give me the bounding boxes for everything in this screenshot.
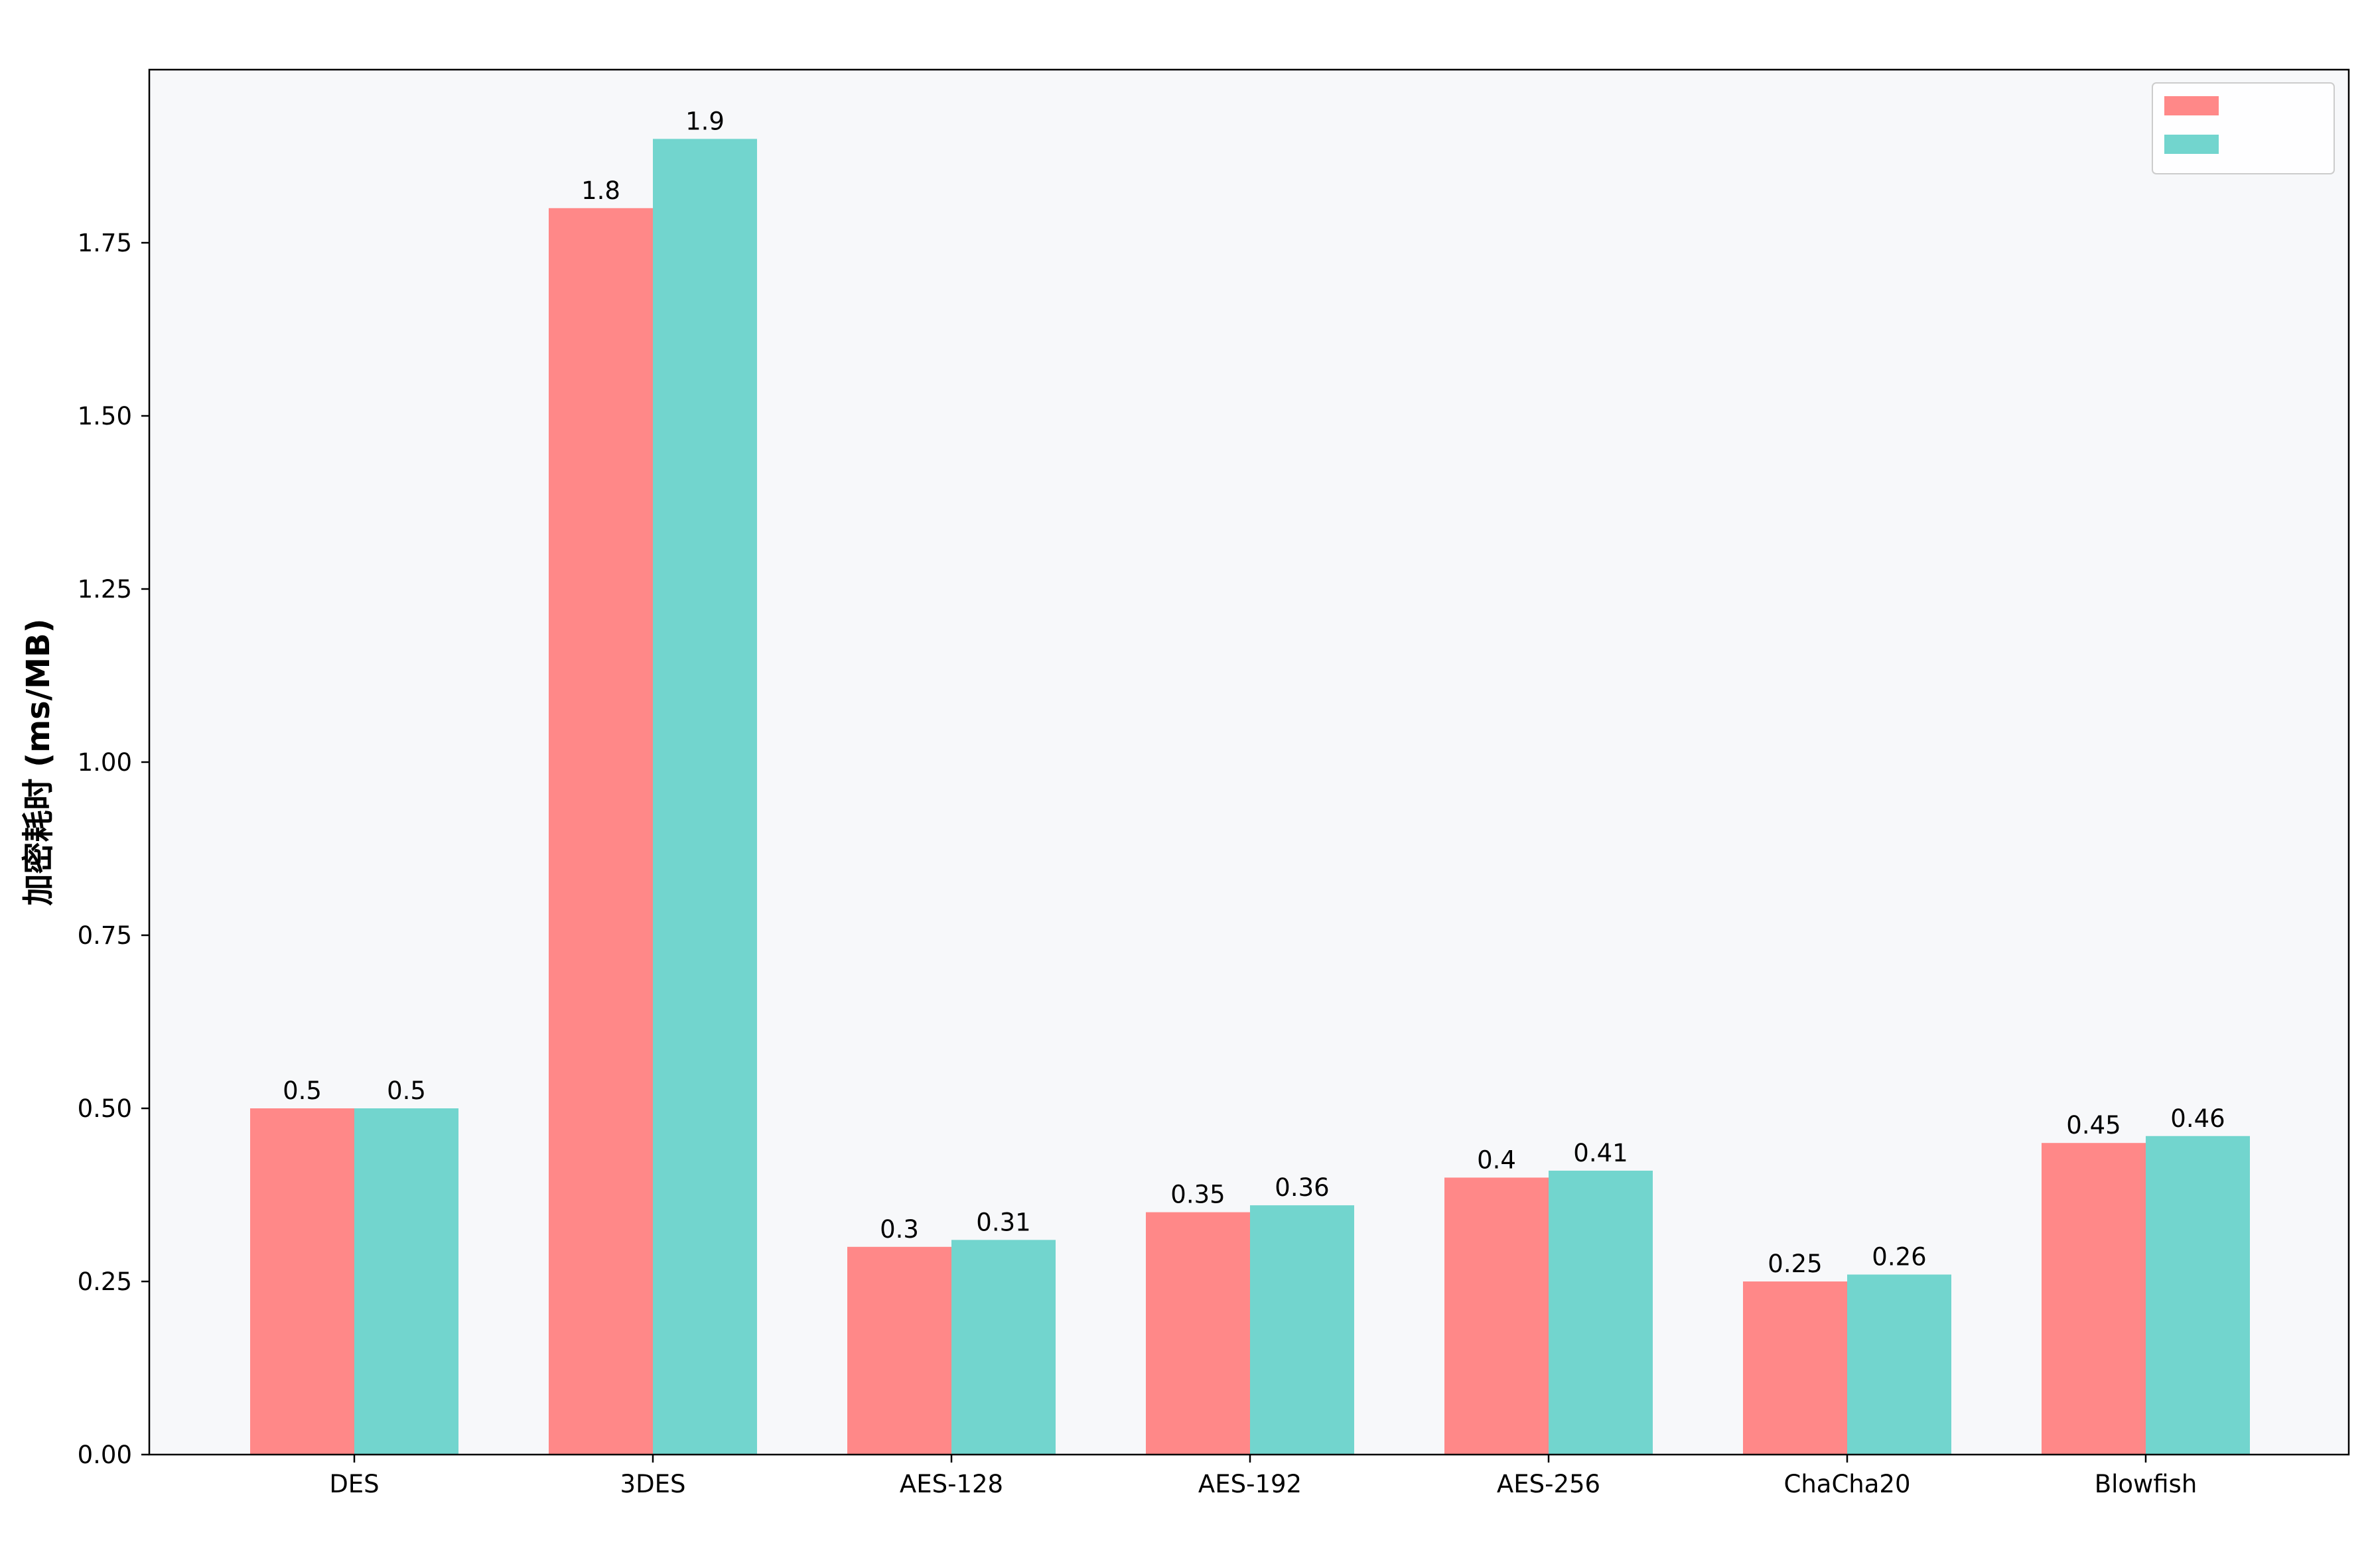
y-axis-label: 加密耗时 (ms/MB) — [20, 618, 57, 905]
bar-des-series-1 — [250, 1108, 354, 1455]
data-label-aes-192-series-2: 0.36 — [1275, 1173, 1329, 1202]
y-tick-label: 1.75 — [78, 229, 132, 257]
x-tick-label: 3DES — [620, 1470, 686, 1498]
y-tick-label: 1.50 — [78, 402, 132, 430]
y-tick-label: 0.50 — [78, 1094, 132, 1123]
y-tick-label: 0.00 — [78, 1441, 132, 1469]
data-label-aes-128-series-2: 0.31 — [976, 1208, 1030, 1236]
data-label-aes-256-series-2: 0.41 — [1573, 1139, 1628, 1167]
y-tick-label: 0.25 — [78, 1268, 132, 1296]
data-label-blowfish-series-2: 0.46 — [2170, 1104, 2225, 1133]
data-label-aes-128-series-1: 0.3 — [880, 1215, 919, 1244]
bar-des-series-2 — [354, 1108, 458, 1455]
x-tick-label: AES-128 — [900, 1470, 1003, 1498]
data-label-aes-256-series-1: 0.4 — [1477, 1145, 1516, 1174]
y-tick-label: 0.75 — [78, 921, 132, 950]
y-tick-label: 1.00 — [78, 748, 132, 777]
bar-3des-series-2 — [653, 139, 757, 1455]
legend — [2152, 82, 2335, 174]
legend-swatch-series-2 — [2164, 135, 2219, 154]
bar-chacha20-series-2 — [1847, 1274, 1951, 1455]
x-tick-label: AES-192 — [1198, 1470, 1302, 1498]
bar-aes-256-series-2 — [1549, 1170, 1653, 1455]
bar-blowfish-series-2 — [2146, 1136, 2250, 1455]
data-label-aes-192-series-1: 0.35 — [1170, 1181, 1225, 1209]
data-label-3des-series-2: 1.9 — [685, 107, 725, 135]
legend-swatch-series-1 — [2164, 96, 2219, 115]
bar-3des-series-1 — [549, 208, 653, 1455]
bar-blowfish-series-1 — [2042, 1143, 2146, 1455]
y-axis: 0.00 0.25 0.50 0.75 1.00 1.25 1.50 1.75 — [78, 229, 149, 1469]
bar-aes-192-series-1 — [1146, 1212, 1250, 1455]
bar-aes-192-series-2 — [1250, 1205, 1354, 1455]
x-tick-label: DES — [329, 1470, 379, 1498]
x-axis: DES 3DES AES-128 AES-192 AES-256 ChaCha20 Blow… — [329, 1455, 2197, 1498]
bar-aes-128-series-2 — [951, 1240, 1056, 1455]
data-label-des-series-2: 0.5 — [387, 1077, 426, 1105]
data-label-blowfish-series-1: 0.45 — [2066, 1111, 2121, 1140]
data-label-chacha20-series-1: 0.25 — [1768, 1250, 1822, 1278]
bar-aes-128-series-1 — [847, 1246, 951, 1455]
data-label-chacha20-series-2: 0.26 — [1872, 1243, 1926, 1272]
bar-aes-256-series-1 — [1444, 1177, 1549, 1455]
x-tick-label: AES-256 — [1497, 1470, 1600, 1498]
y-tick-label: 1.25 — [78, 575, 132, 604]
x-tick-label: Blowfish — [2095, 1470, 2197, 1498]
data-label-des-series-1: 0.5 — [283, 1077, 322, 1105]
data-labels-group: 0.5 0.5 1.8 1.9 0.3 0.31 0.35 0.36 0.4 0.41 0.25 0.… — [283, 107, 2225, 1278]
x-tick-label: ChaCha20 — [1784, 1470, 1911, 1498]
bars-group — [250, 139, 2250, 1455]
data-label-3des-series-1: 1.8 — [581, 176, 620, 205]
bar-chacha20-series-1 — [1743, 1281, 1847, 1455]
